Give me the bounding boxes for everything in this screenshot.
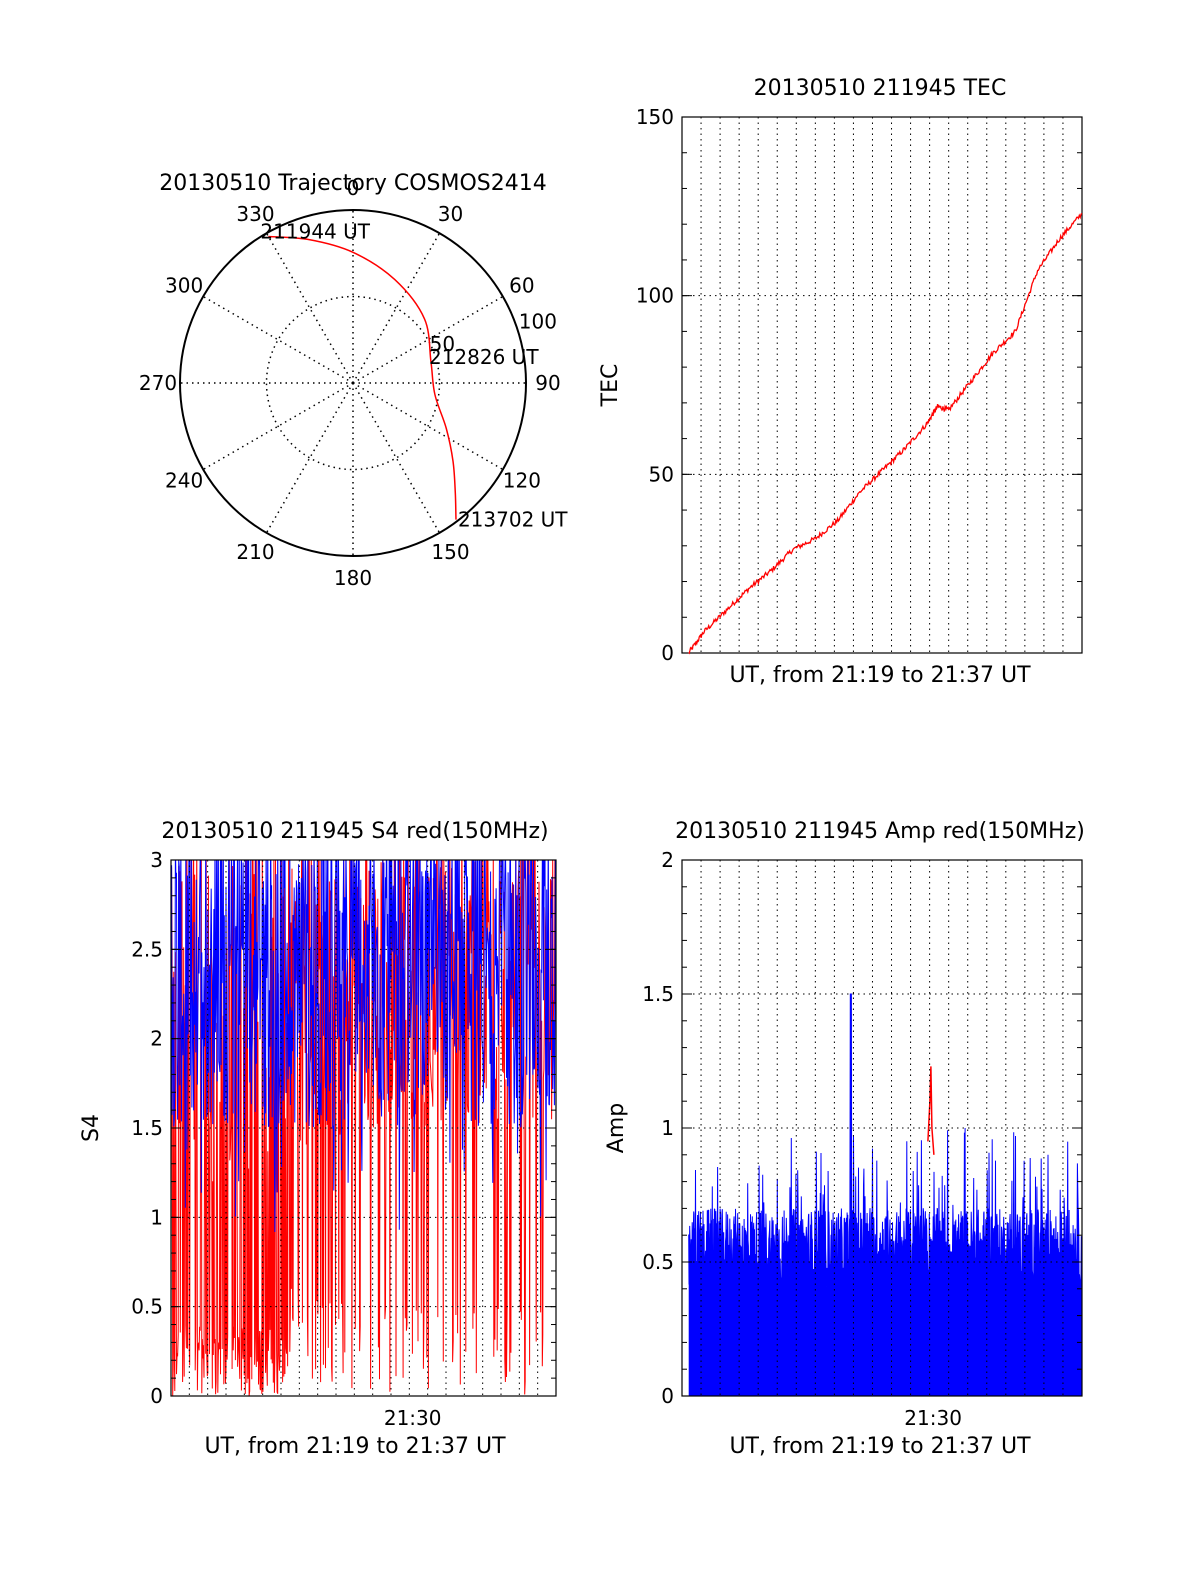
y-tick-label: 1.5 [642,982,674,1006]
polar-grid-circle [265,295,441,471]
tec-ylabel: TEC [598,364,623,408]
tec-title: 20130510 211945 TEC [754,76,1007,101]
trajectory-end-label: 213702 UT [458,508,568,532]
plot-frame [681,859,1083,1397]
polar-radial-labels: 50 100 [430,310,557,356]
y-tick-label: 50 [649,462,674,486]
amp-title: 20130510 211945 Amp red(150MHz) [675,819,1085,844]
polar-radial-label: 50 [430,332,455,356]
polar-angle-label: 330 [236,202,274,226]
polar-radial-label: 100 [519,310,557,334]
trajectory-line-group: 211944 UT 212826 UT 213702 UT [260,220,568,532]
polar-angle-label: 30 [438,202,463,226]
y-tick-label: 3 [150,848,163,872]
polar-spoke [352,382,504,471]
amp-red-series [927,1066,935,1155]
amp-plot-area: 0 0.5 1 1.5 2 21:30 [642,848,1083,1430]
y-tick-label: 1 [661,1116,674,1140]
y-tick-label: 0 [150,1384,163,1408]
polar-spoke [202,295,354,384]
tec-series-line [688,212,1083,655]
s4-plot-area: 0 0.5 1 1.5 2 2.5 3 21:30 [131,848,557,1430]
amp-blue-series [688,993,1083,1289]
polar-angle-label: 150 [431,540,469,564]
tec-plot-area: 0 50 100 150 [636,105,1083,665]
tec-panel: 20130510 211945 TEC 0 50 100 150 UT, from 2… [598,76,1083,688]
s4-panel: 20130510 211945 S4 red(150MHz) 0 0.5 1 1.5 2… [79,819,557,1459]
polar-angle-labels: 0 30 60 90 120 150 180 210 240 270 300 330 [139,176,561,590]
y-tick-label: 0 [661,641,674,665]
polar-spoke [265,232,354,384]
s4-title: 20130510 211945 S4 red(150MHz) [161,819,548,844]
x-tick-label: 21:30 [384,1406,442,1430]
y-tick-label: 1.5 [131,1116,163,1140]
amp-ylabel: Amp [604,1103,629,1153]
polar-angle-label: 180 [334,566,372,590]
trajectory-start-label: 211944 UT [260,220,370,244]
amp-xlabel: UT, from 21:19 to 21:37 UT [729,1434,1031,1459]
s4-xlabel: UT, from 21:19 to 21:37 UT [204,1434,506,1459]
s4-blue-series [171,860,556,1233]
polar-spoke [352,295,504,384]
amp-panel: 20130510 211945 Amp red(150MHz) 0 0.5 1 1.5… [604,819,1085,1459]
polar-angle-label: 270 [139,371,177,395]
amp-blue-fill [688,994,1082,1396]
y-tick-label: 1 [150,1205,163,1229]
polar-angle-label: 210 [236,540,274,564]
tec-xlabel: UT, from 21:19 to 21:37 UT [729,663,1031,688]
y-tick-label: 2 [150,1027,163,1051]
polar-spoke [202,382,354,471]
y-tick-label: 100 [636,284,674,308]
trajectory-line [268,235,457,520]
polar-outer-circle [179,209,527,557]
trajectory-middle-label: 212826 UT [429,345,539,369]
polar-angle-label: 300 [165,274,203,298]
y-tick-label: 0.5 [131,1295,163,1319]
plot-frame [681,116,1083,654]
polar-angle-label: 0 [347,176,360,200]
trajectory-title: 20130510 Trajectory COSMOS2414 [159,171,546,196]
y-tick-label: 0.5 [642,1250,674,1274]
y-tick-label: 2 [661,848,674,872]
y-tick-label: 2.5 [131,937,163,961]
polar-angle-label: 90 [535,371,560,395]
plot-frame [170,859,557,1397]
trajectory-polar-panel: 20130510 Trajectory COSMOS2414 0 30 60 90 12… [139,171,568,590]
polar-angle-label: 120 [503,469,541,493]
polar-angle-label: 60 [509,274,534,298]
y-tick-label: 0 [661,1384,674,1408]
polar-spoke [352,232,441,384]
polar-grid [179,209,527,557]
polar-spoke [352,382,441,534]
s4-series-group [171,860,556,1396]
polar-spoke [265,382,354,534]
s4-ylabel: S4 [79,1114,104,1142]
polar-angle-label: 240 [165,469,203,493]
x-tick-label: 21:30 [904,1406,962,1430]
y-tick-label: 150 [636,105,674,129]
